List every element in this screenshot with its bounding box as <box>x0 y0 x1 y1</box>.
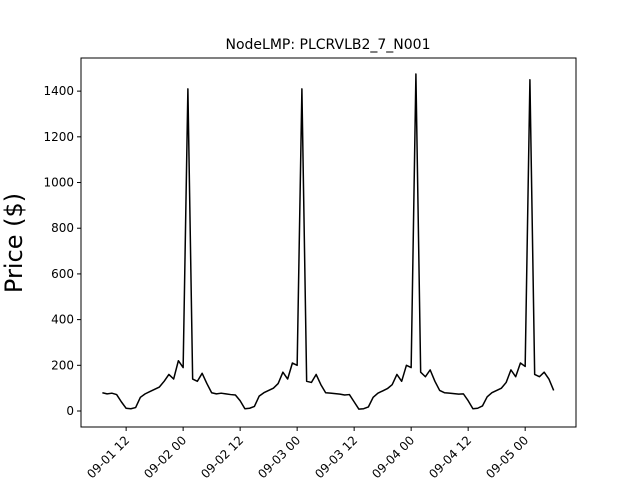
y-tick-label: 1400 <box>43 84 74 98</box>
y-tick-label: 0 <box>66 404 74 418</box>
y-tick-label: 1200 <box>43 130 74 144</box>
y-tick-label: 1000 <box>43 176 74 190</box>
y-tick-label: 600 <box>51 267 74 281</box>
y-tick-label: 800 <box>51 221 74 235</box>
y-tick-label: 200 <box>51 358 74 372</box>
plot-frame <box>80 57 577 428</box>
chart-title: NodeLMP: PLCRVLB2_7_N001 <box>226 37 431 53</box>
price-line <box>102 73 555 410</box>
y-axis-label: Price ($) <box>0 193 28 293</box>
y-tick-label: 400 <box>51 313 74 327</box>
